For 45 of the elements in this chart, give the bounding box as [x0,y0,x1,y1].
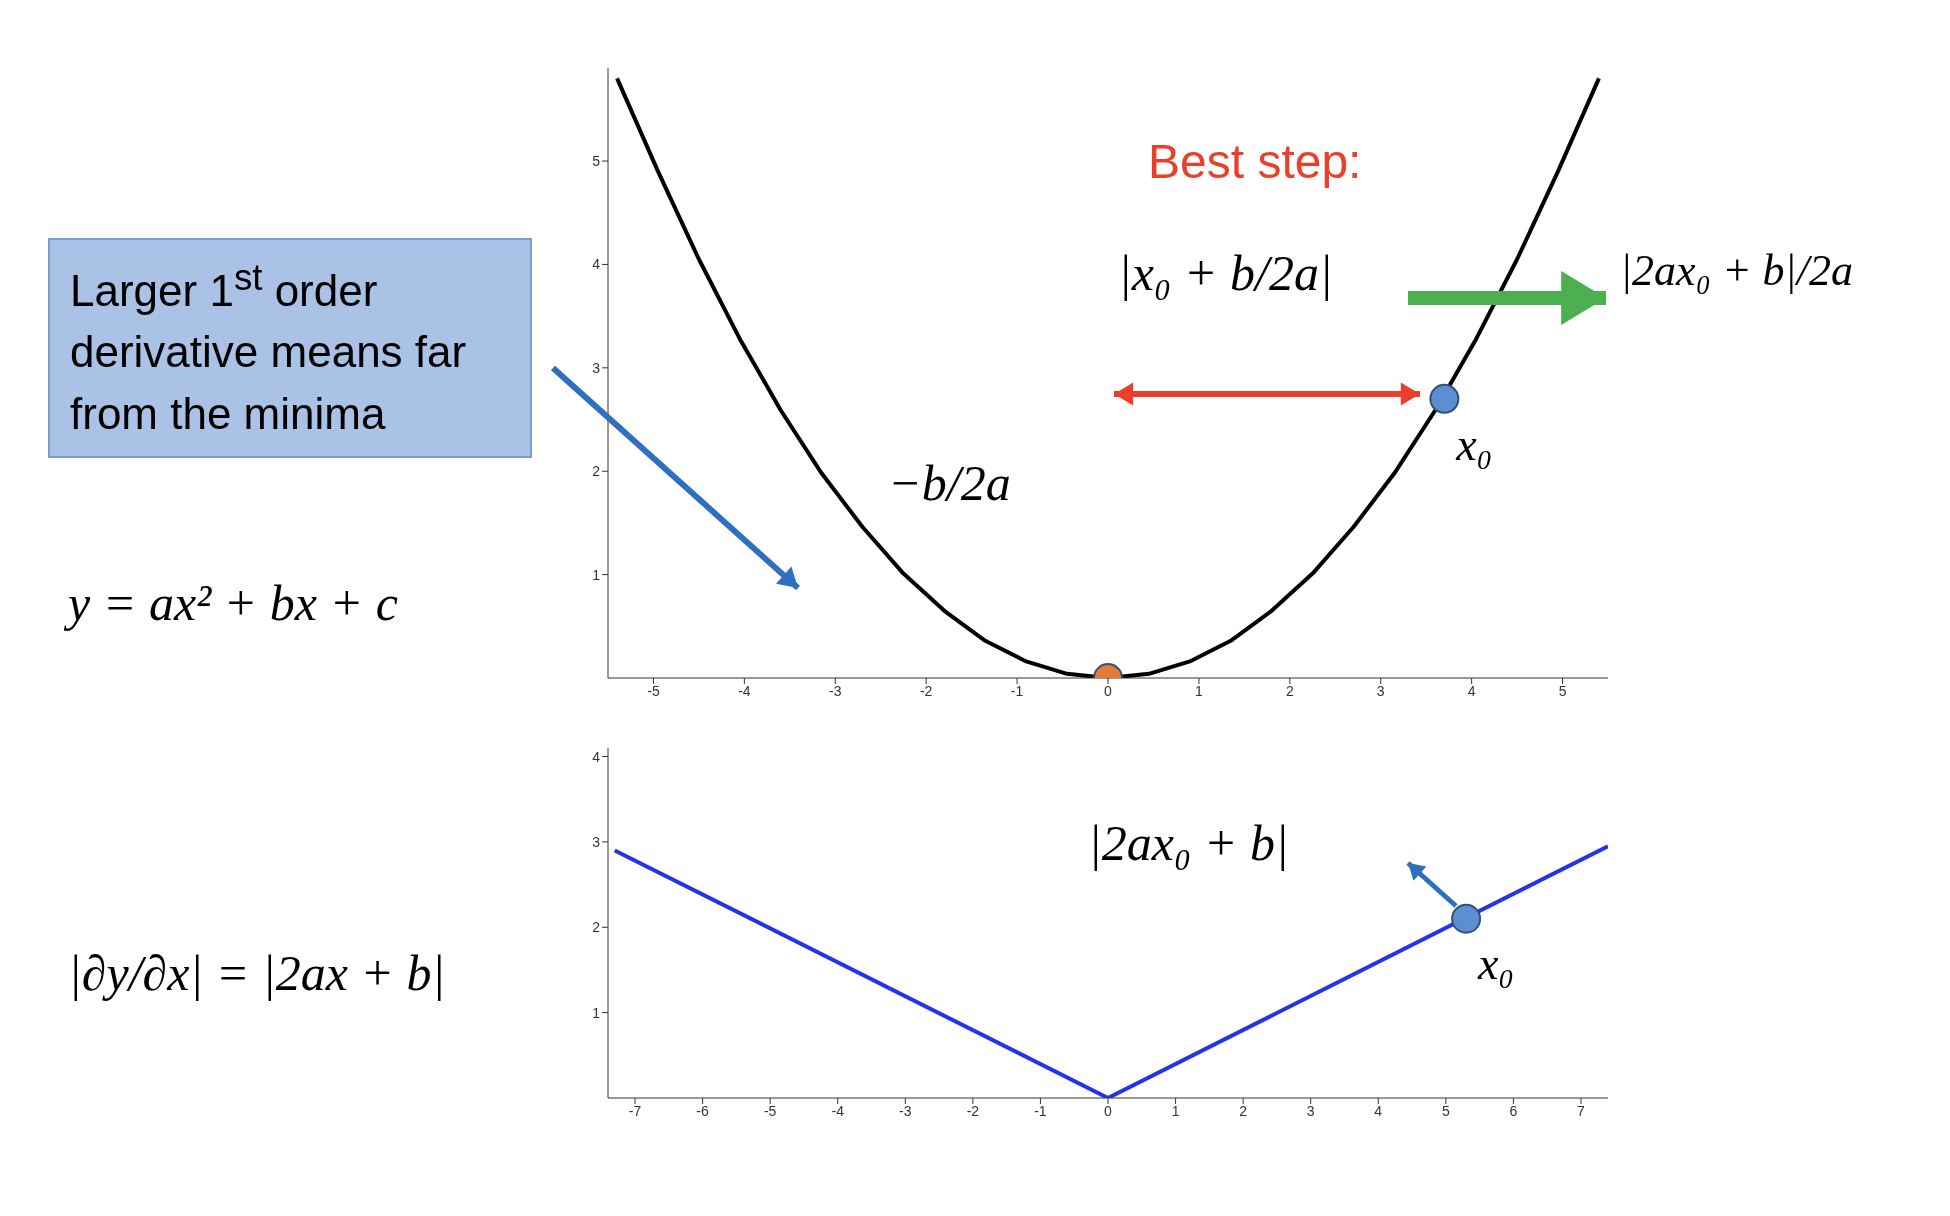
x-tick-label: -4 [738,682,751,699]
x-tick-label: 0 [1104,1102,1113,1119]
annotation: |x₀ + b/2a| [1118,244,1333,303]
y-tick-label: 2 [592,463,601,480]
x-tick-label: -3 [899,1102,912,1119]
x-tick-label: 5 [1441,1102,1450,1119]
x-tick-label: -7 [628,1102,642,1119]
x-tick-label: 4 [1374,1102,1383,1119]
annotation: |2ax₀ + b| [1088,814,1289,873]
text: |∂y/∂x| = |2ax + b| [68,944,446,1003]
x-tick-label: 2 [1285,682,1294,699]
y-tick-label: 2 [592,919,601,936]
x-tick-label: -4 [831,1102,845,1119]
y-tick-label: 3 [592,359,601,376]
x-tick-label: 1 [1195,682,1204,699]
x-tick-label: 0 [1104,682,1113,699]
x-tick-label: 4 [1467,682,1476,699]
y-tick-label: 4 [592,256,601,273]
text: Larger 1$^{st}$ order derivative means far from the minima [48,238,532,459]
x-tick-label: 5 [1558,682,1567,699]
x-tick-label: 3 [1376,682,1385,699]
annotation: Best step: [1148,134,1362,190]
text: |2ax₀ + b|/2a [1620,245,1853,297]
x-tick-label: 3 [1306,1102,1315,1119]
x-tick-label: -1 [1034,1102,1047,1119]
x-tick-label: -1 [1010,682,1024,699]
y-tick-label: 3 [592,833,601,850]
y-tick-label: 4 [592,748,601,765]
annotation: x₀ [1455,418,1493,470]
x-tick-label: 6 [1509,1102,1518,1119]
y-tick-label: 5 [592,153,601,170]
x-tick-label: -5 [647,682,660,699]
y-tick-label: 1 [592,1004,601,1021]
x-tick-label: -2 [966,1102,980,1119]
annotation: x₀ [1476,938,1515,990]
x-tick-label: -5 [763,1102,777,1119]
x-tick-label: 1 [1171,1102,1180,1119]
x-tick-label: -3 [829,682,842,699]
x-tick-label: 7 [1577,1102,1586,1119]
x-tick-label: -2 [919,682,933,699]
line-series [615,76,1601,678]
annotation: −b/2a [888,454,1011,513]
y-tick-label: 1 [592,566,601,583]
x-tick-label: -6 [696,1102,710,1119]
x-tick-label: 2 [1239,1102,1248,1119]
